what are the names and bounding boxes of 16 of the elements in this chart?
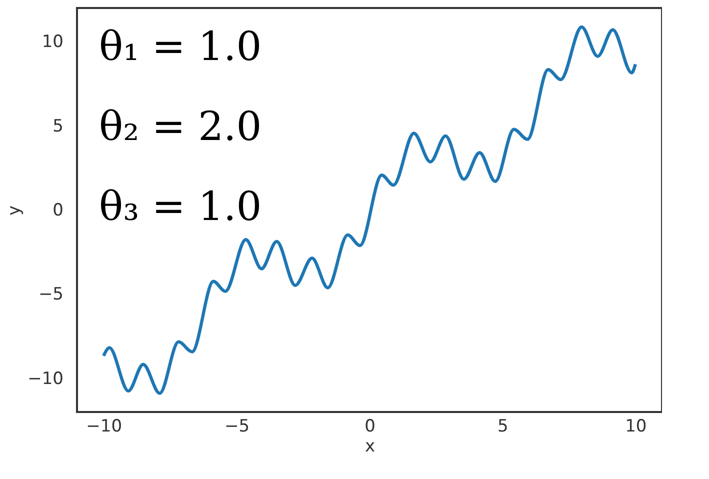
x-tick-label: 10 (625, 416, 647, 436)
x-tick-label: −10 (86, 416, 122, 436)
y-tick-label: −10 (28, 368, 64, 389)
y-tick-label: 0 (52, 200, 64, 220)
x-tick-label: 0 (364, 416, 376, 436)
y-tick-label: 10 (42, 32, 64, 52)
line-series (102, 25, 638, 395)
annotation: θ₁ = 1.0 (99, 24, 262, 70)
y-axis-title: y (4, 205, 25, 216)
y-tick-label: −5 (38, 284, 64, 305)
x-axis-title: x (364, 436, 376, 456)
annotation: θ₃ = 1.0 (99, 184, 262, 230)
x-tick-label: −5 (224, 416, 250, 436)
annotation: θ₂ = 2.0 (99, 104, 262, 150)
x-tick-label: 5 (498, 416, 508, 436)
y-tick-label: 5 (52, 116, 64, 136)
